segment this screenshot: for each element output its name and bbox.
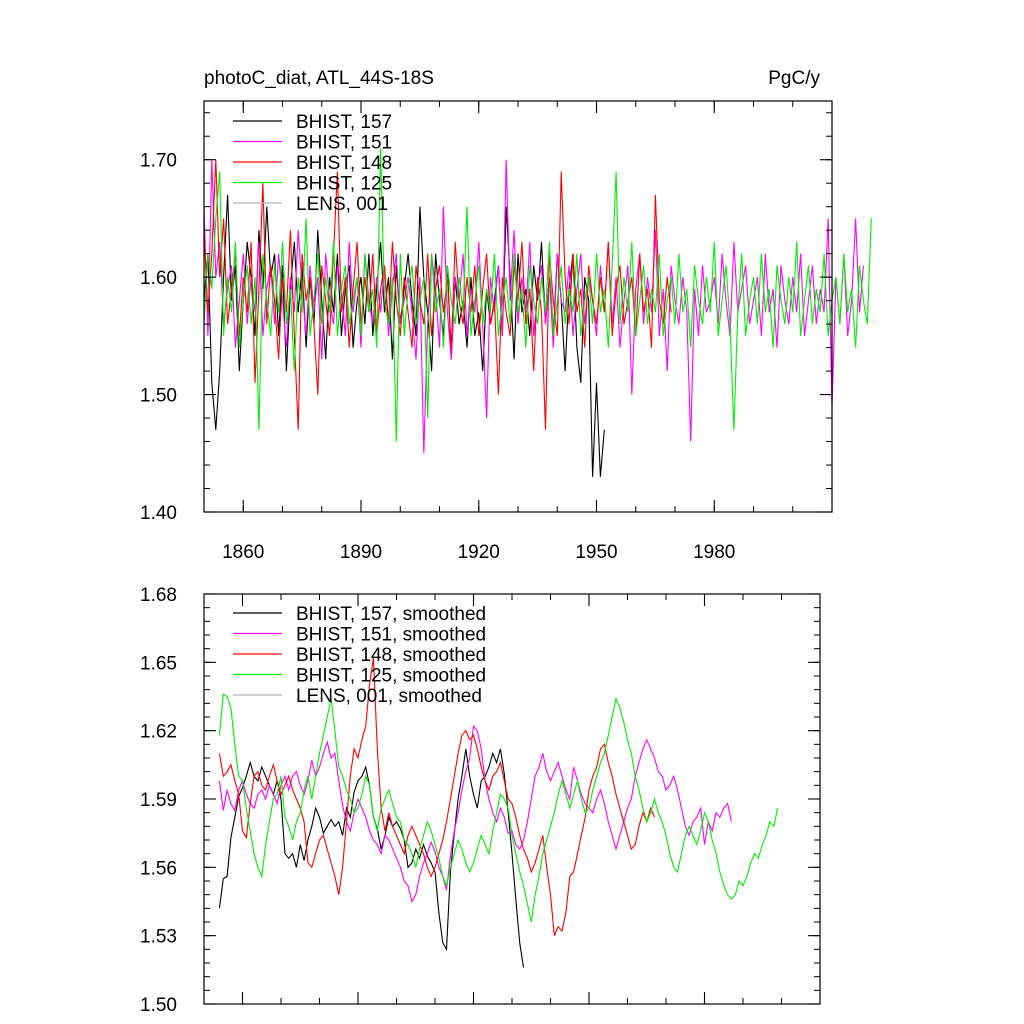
series-line-4 [218, 693, 779, 923]
y-tick-label: 1.40 [140, 503, 177, 524]
legend-label-4: BHIST, 125, smoothed [296, 666, 486, 687]
series-line-2 [218, 724, 732, 903]
legend-label-2: BHIST, 151, smoothed [296, 625, 486, 646]
y-tick-label: 1.62 [140, 722, 177, 743]
x-tick-label: 1860 [222, 542, 264, 563]
top-chart-units: PgC/y [768, 68, 820, 89]
x-tick-label: 1890 [340, 542, 382, 563]
y-tick-label: 1.60 [140, 268, 177, 289]
y-tick-label: 1.50 [140, 386, 177, 407]
legend-label-5: LENS, 001 [296, 194, 388, 215]
legend-label-2: BHIST, 151 [296, 133, 392, 154]
x-tick-label: 1980 [693, 542, 735, 563]
y-tick-label: 1.68 [140, 585, 177, 606]
legend-label-3: BHIST, 148, smoothed [296, 645, 486, 666]
top-panel: photoC_diat, ATL_44S-18S PgC/y BHIST, 15… [140, 68, 872, 563]
top-chart-title: photoC_diat, ATL_44S-18S [204, 68, 434, 89]
bottom-series-group [218, 657, 779, 968]
legend-label-1: BHIST, 157, smoothed [296, 604, 486, 625]
legend-label-1: BHIST, 157 [296, 112, 392, 133]
y-tick-label: 1.50 [140, 995, 177, 1016]
y-tick-label: 1.65 [140, 653, 177, 674]
x-tick-label: 1950 [575, 542, 617, 563]
legend-label-5: LENS, 001, smoothed [296, 686, 482, 707]
legend-label-4: BHIST, 125 [296, 174, 392, 195]
series-line-4 [203, 147, 872, 442]
y-tick-label: 1.56 [140, 858, 177, 879]
series-line-3 [218, 657, 656, 936]
y-tick-label: 1.70 [140, 151, 177, 172]
legend-label-3: BHIST, 148 [296, 153, 392, 174]
series-line-2 [203, 159, 864, 454]
x-tick-label: 1920 [458, 542, 500, 563]
bottom-axes: 1.50 1.53 1.56 1.59 1.62 1.65 1.68 [140, 585, 821, 1016]
top-axes: 1.40 1.50 1.60 1.70 1860 1890 1920 1950 1980 [140, 100, 833, 563]
top-series-group [203, 147, 872, 477]
y-tick-label: 1.59 [140, 790, 177, 811]
y-tick-label: 1.53 [140, 927, 177, 948]
series-line-1 [203, 194, 605, 477]
